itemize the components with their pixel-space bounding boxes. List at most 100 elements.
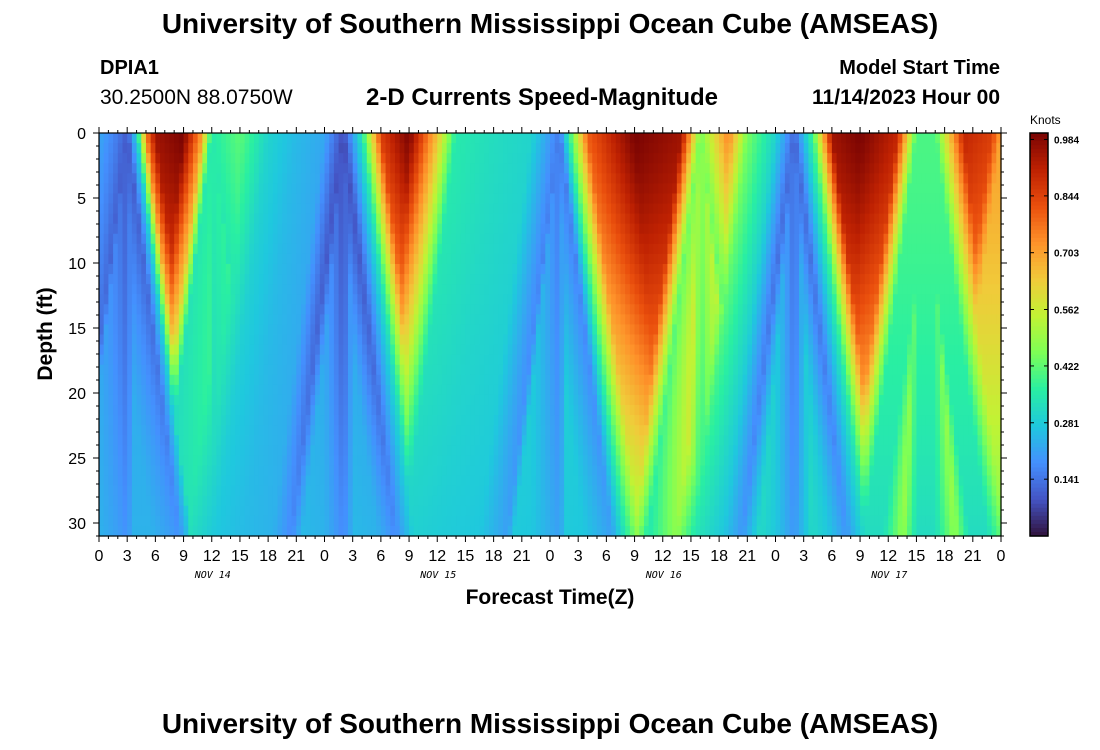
heatmap-cell	[596, 354, 603, 366]
heatmap-cell	[531, 213, 537, 225]
heatmap-cell	[357, 163, 363, 174]
heatmap-cell	[357, 364, 363, 376]
heatmap-cell	[507, 284, 514, 295]
heatmap-cell	[958, 183, 965, 195]
heatmap-cell	[277, 253, 283, 265]
heatmap-cell	[897, 314, 903, 326]
heatmap-cell	[888, 314, 894, 326]
heatmap-cell	[493, 334, 499, 346]
heatmap-cell	[615, 334, 622, 346]
heatmap-cell	[150, 354, 156, 366]
heatmap-cell	[517, 153, 523, 164]
heatmap-cell	[150, 324, 156, 336]
heatmap-cell	[366, 263, 373, 275]
heatmap-cell	[996, 324, 1002, 336]
heatmap-cell	[127, 344, 133, 356]
heatmap-cell	[564, 233, 570, 245]
heatmap-cell	[742, 284, 748, 295]
heatmap-cell	[315, 384, 321, 396]
heatmap-cell	[611, 314, 617, 326]
heatmap-cell	[620, 133, 626, 144]
heatmap-cell	[249, 344, 255, 356]
heatmap-cell	[911, 153, 918, 164]
heatmap-cell	[371, 143, 377, 154]
heatmap-cell	[615, 143, 622, 154]
heatmap-cell	[521, 324, 528, 336]
heatmap-cell	[380, 274, 387, 285]
heatmap-cell	[178, 384, 185, 396]
heatmap-cell	[235, 304, 241, 315]
heatmap-cell	[178, 294, 185, 305]
heatmap-cell	[432, 213, 438, 225]
heatmap-cell	[498, 324, 504, 336]
heatmap-cell	[272, 334, 279, 346]
heatmap-cell	[658, 354, 664, 366]
heatmap-cell	[700, 183, 706, 195]
heatmap-cell	[277, 384, 283, 396]
heatmap-cell	[526, 213, 532, 225]
heatmap-cell	[517, 284, 523, 295]
heatmap-cell	[324, 344, 330, 356]
heatmap-cell	[907, 223, 913, 235]
heatmap-cell	[747, 223, 753, 235]
heatmap-cell	[418, 213, 424, 225]
heatmap-cell	[437, 334, 443, 346]
heatmap-cell	[728, 314, 734, 326]
heatmap-cell	[305, 153, 312, 164]
heatmap-cell	[850, 374, 856, 386]
heatmap-cell	[752, 304, 758, 315]
heatmap-cell	[409, 233, 415, 245]
heatmap-cell	[333, 253, 340, 265]
heatmap-cell	[827, 143, 833, 154]
heatmap-cell	[319, 364, 326, 376]
heatmap-cell	[634, 193, 640, 205]
heatmap-cell	[136, 133, 142, 144]
heatmap-cell	[986, 314, 993, 326]
heatmap-cell	[141, 354, 147, 366]
heatmap-cell	[954, 384, 960, 396]
heatmap-cell	[578, 133, 584, 144]
heatmap-cell	[155, 183, 161, 195]
heatmap-cell	[902, 304, 908, 315]
heatmap-cell	[277, 314, 283, 326]
heatmap-cell	[728, 334, 734, 346]
heatmap-cell	[310, 193, 316, 205]
heatmap-cell	[385, 284, 391, 295]
heatmap-cell	[366, 284, 373, 295]
heatmap-cell	[324, 183, 330, 195]
heatmap-cell	[131, 253, 138, 265]
heatmap-cell	[484, 344, 490, 356]
heatmap-cell	[460, 223, 467, 235]
heatmap-cell	[225, 193, 232, 205]
heatmap-cell	[343, 294, 349, 305]
heatmap-cell	[183, 263, 189, 275]
heatmap-cell	[888, 374, 894, 386]
heatmap-cell	[982, 384, 988, 396]
heatmap-cell	[860, 133, 866, 144]
heatmap-cell	[986, 193, 993, 205]
heatmap-cell	[907, 173, 913, 184]
heatmap-cell	[446, 364, 452, 376]
heatmap-cell	[752, 183, 758, 195]
heatmap-cell	[362, 233, 368, 245]
heatmap-cell	[752, 354, 758, 366]
heatmap-cell	[268, 243, 274, 255]
heatmap-cell	[216, 223, 222, 235]
heatmap-cell	[676, 364, 683, 376]
heatmap-cell	[831, 384, 838, 396]
heatmap-cell	[869, 213, 875, 225]
heatmap-cell	[592, 203, 598, 215]
heatmap-cell	[521, 344, 528, 356]
heatmap-cell	[404, 133, 410, 144]
heatmap-cell	[723, 233, 730, 245]
heatmap-cell	[258, 223, 265, 235]
heatmap-cell	[888, 133, 894, 144]
heatmap-cell	[474, 143, 481, 154]
heatmap-cell	[258, 173, 265, 184]
heatmap-cell	[592, 133, 598, 144]
heatmap-cell	[315, 334, 321, 346]
heatmap-cell	[385, 384, 391, 396]
heatmap-cell	[517, 263, 523, 275]
heatmap-cell	[911, 213, 918, 225]
heatmap-cell	[531, 314, 537, 326]
